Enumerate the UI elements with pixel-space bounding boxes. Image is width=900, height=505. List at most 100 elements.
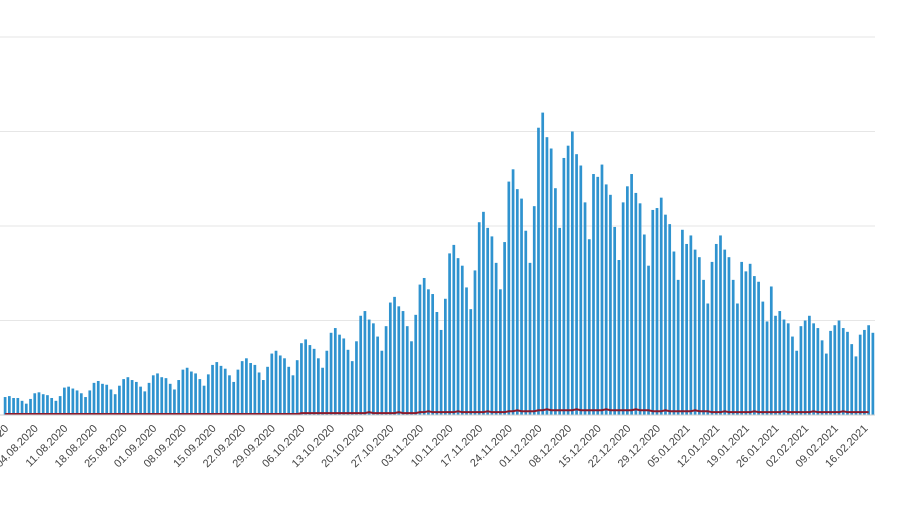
bar	[638, 203, 642, 415]
bar	[130, 380, 134, 415]
bar	[295, 360, 299, 415]
bar	[600, 164, 604, 415]
bar	[613, 226, 617, 415]
bar	[431, 294, 435, 415]
bar	[566, 145, 570, 416]
bar	[24, 403, 28, 415]
bar	[367, 319, 371, 415]
bar	[304, 339, 308, 415]
bar	[829, 330, 832, 415]
bar	[642, 234, 646, 415]
bar	[693, 249, 697, 415]
bar	[240, 361, 244, 415]
bar	[469, 309, 473, 415]
bar	[490, 236, 494, 415]
bar	[659, 197, 663, 415]
bar	[168, 383, 172, 415]
bar	[156, 373, 159, 415]
bar	[617, 260, 621, 415]
bar	[363, 311, 367, 415]
bar	[346, 349, 350, 415]
bar	[634, 192, 638, 415]
bar	[173, 389, 176, 415]
bar	[537, 127, 540, 415]
bar	[448, 253, 451, 415]
bar	[528, 262, 532, 415]
bar	[697, 257, 701, 415]
bar	[228, 375, 231, 415]
bar	[808, 315, 811, 415]
bar	[380, 350, 384, 415]
bar	[554, 188, 557, 415]
bar	[596, 176, 600, 415]
bar	[300, 343, 303, 415]
bar	[452, 244, 456, 415]
bar	[283, 358, 286, 415]
bar	[791, 336, 794, 415]
bar	[435, 311, 439, 415]
bar	[795, 350, 799, 415]
bar	[122, 379, 125, 415]
bar	[46, 395, 49, 415]
bar	[151, 375, 155, 415]
bar	[223, 368, 227, 415]
bar	[439, 329, 443, 415]
bar	[719, 235, 722, 415]
bar	[740, 261, 744, 415]
bar	[219, 365, 223, 415]
bar	[833, 325, 837, 415]
bar	[647, 265, 650, 415]
bar	[185, 367, 189, 415]
bar	[397, 306, 401, 415]
bar	[181, 369, 185, 415]
bar	[54, 400, 58, 415]
bar	[58, 396, 62, 415]
bar	[541, 112, 545, 415]
bar	[769, 286, 773, 415]
bar	[626, 186, 629, 415]
bar	[236, 369, 240, 415]
bar	[854, 356, 858, 415]
bar	[824, 353, 828, 415]
bar	[261, 380, 265, 415]
bar	[63, 387, 66, 415]
bar	[84, 397, 87, 415]
bar	[206, 374, 210, 415]
bar	[604, 184, 608, 415]
bar	[545, 137, 549, 416]
bar	[714, 243, 718, 415]
bar	[858, 334, 862, 415]
bar	[676, 279, 680, 415]
bar	[79, 393, 83, 415]
bar	[355, 341, 358, 415]
bar	[460, 265, 464, 415]
bar	[592, 174, 595, 415]
bar	[727, 257, 731, 415]
bar	[20, 400, 24, 415]
bar	[266, 366, 269, 415]
bar	[312, 348, 316, 415]
bar	[202, 385, 206, 415]
bar	[812, 323, 815, 415]
bar	[401, 311, 405, 415]
bar	[422, 277, 426, 415]
bar	[549, 148, 553, 415]
bar	[482, 211, 485, 415]
bar	[388, 302, 392, 415]
bar	[67, 386, 70, 415]
bar	[3, 397, 7, 415]
bar	[494, 262, 498, 415]
bar	[342, 338, 346, 415]
bar	[418, 284, 422, 415]
bar	[329, 332, 333, 415]
bar	[871, 332, 875, 415]
bar	[867, 325, 871, 415]
bar	[12, 397, 15, 415]
bar	[278, 355, 282, 415]
bar	[139, 386, 142, 415]
bar	[215, 362, 219, 415]
bar	[558, 227, 561, 415]
bar	[37, 392, 41, 415]
bar	[655, 208, 659, 415]
bar	[562, 157, 566, 415]
